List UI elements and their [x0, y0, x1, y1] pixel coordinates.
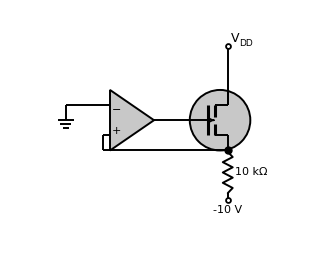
Text: −: − — [111, 105, 121, 115]
Circle shape — [190, 90, 250, 150]
Text: -10 V: -10 V — [213, 205, 242, 215]
Text: V: V — [231, 32, 240, 44]
Text: +: + — [111, 126, 121, 136]
Text: 10 kΩ: 10 kΩ — [235, 168, 268, 177]
Text: DD: DD — [239, 39, 253, 48]
Polygon shape — [110, 90, 154, 150]
